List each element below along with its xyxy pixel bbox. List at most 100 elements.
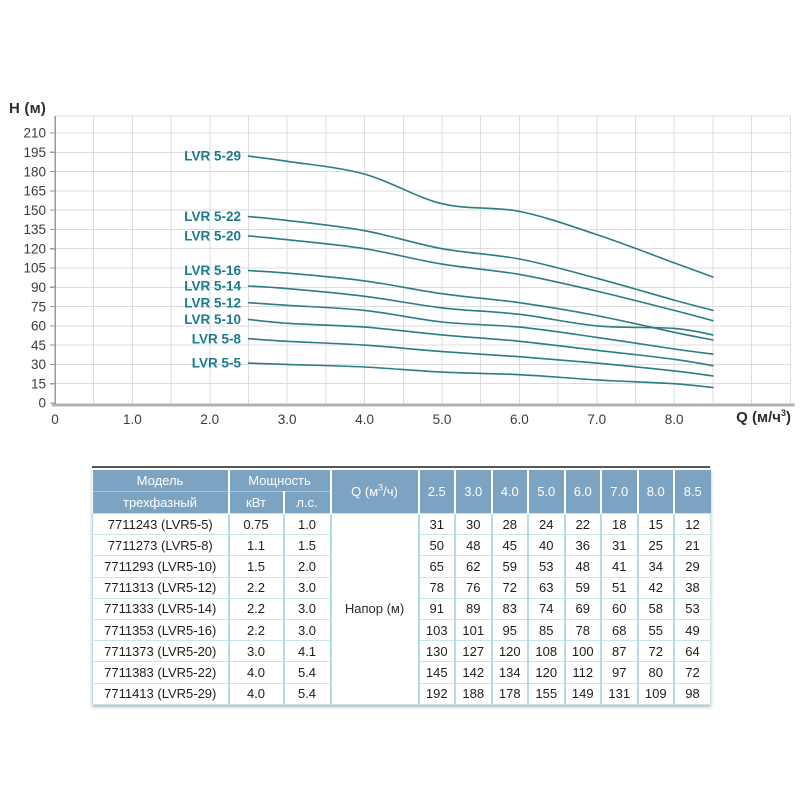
col-header-q: Q (м3/ч) bbox=[329, 470, 419, 514]
head-value-cell: 127 bbox=[454, 640, 493, 663]
power-kw-cell: 1.5 bbox=[227, 555, 284, 578]
head-value-cell: 95 bbox=[490, 618, 529, 642]
head-value-cell: 64 bbox=[673, 640, 712, 663]
head-value-cell: 41 bbox=[600, 555, 639, 578]
x-tick-label: 4.0 bbox=[355, 412, 374, 427]
curve-label-lvr-5-8: LVR 5-8 bbox=[192, 331, 242, 346]
model-cell: 7711243 (LVR5-5) bbox=[92, 512, 229, 536]
curve-lvr-5-8 bbox=[247, 337, 714, 377]
x-tick-label: 5.0 bbox=[433, 412, 452, 427]
head-value-cell: 72 bbox=[636, 640, 675, 663]
power-kw-cell: 4.0 bbox=[227, 682, 284, 705]
power-kw-cell: 3.0 bbox=[227, 640, 284, 663]
head-value-cell: 108 bbox=[527, 640, 566, 663]
power-kw-cell: 2.2 bbox=[227, 576, 284, 599]
head-value-cell: 31 bbox=[600, 534, 639, 557]
curve-label-lvr-5-16: LVR 5-16 bbox=[184, 263, 241, 278]
head-value-cell: 155 bbox=[527, 682, 566, 705]
napor-cell: Напор (м) bbox=[329, 513, 420, 705]
head-value-cell: 29 bbox=[673, 555, 712, 578]
head-value-cell: 34 bbox=[636, 555, 675, 578]
x-tick-label: 6.0 bbox=[510, 412, 529, 427]
model-cell: 7711413 (LVR5-29) bbox=[92, 682, 229, 705]
head-value-cell: 15 bbox=[636, 512, 675, 536]
head-value-cell: 120 bbox=[527, 661, 566, 684]
curve-label-lvr-5-12: LVR 5-12 bbox=[184, 295, 241, 310]
table-header-row-1: Модель Мощность Q (м3/ч) 2.5 3.0 4.0 5.0 6.0 7.0… bbox=[92, 470, 711, 514]
head-value-cell: 188 bbox=[454, 682, 493, 705]
table-row: 7711313 (LVR5-12) 2.2 3.0 78 76 72 63 59 51 42 38 bbox=[92, 576, 712, 599]
curve-lvr-5-22 bbox=[247, 215, 714, 312]
power-kw-cell: 2.2 bbox=[227, 597, 284, 620]
table-row: 7711273 (LVR5-8) 1.1 1.5 50 48 45 40 36 31 25 21 bbox=[92, 534, 712, 557]
y-tick-label: 0 bbox=[38, 396, 46, 411]
curve-label-lvr-5-22: LVR 5-22 bbox=[184, 209, 241, 224]
head-value-cell: 48 bbox=[454, 534, 493, 557]
curve-lvr-5-16 bbox=[247, 269, 714, 341]
x-axis-title-close: ) bbox=[786, 409, 791, 426]
y-tick-label: 30 bbox=[31, 357, 46, 372]
x-axis-title-text: Q (м/ч bbox=[736, 409, 781, 426]
model-cell: 7711373 (LVR5-20) bbox=[92, 640, 229, 663]
curve-label-lvr-5-5: LVR 5-5 bbox=[192, 356, 242, 371]
head-value-cell: 59 bbox=[563, 576, 602, 599]
head-value-cell: 51 bbox=[600, 576, 639, 599]
curve-lvr-5-12 bbox=[247, 301, 714, 355]
curve-lvr-5-29 bbox=[247, 155, 714, 278]
curve-label-lvr-5-14: LVR 5-14 bbox=[184, 279, 241, 294]
curve-label-lvr-5-20: LVR 5-20 bbox=[184, 228, 241, 243]
head-value-cell: 83 bbox=[490, 597, 529, 620]
head-value-cell: 192 bbox=[417, 682, 456, 705]
power-hp-cell: 2.0 bbox=[282, 555, 332, 578]
head-value-cell: 76 bbox=[454, 576, 493, 599]
head-value-cell: 65 bbox=[417, 555, 456, 578]
model-cell: 7711333 (LVR5-14) bbox=[92, 597, 229, 620]
head-value-cell: 53 bbox=[527, 555, 566, 578]
power-hp-cell: 3.0 bbox=[282, 576, 332, 599]
head-value-cell: 85 bbox=[527, 618, 566, 642]
head-value-cell: 112 bbox=[563, 661, 602, 684]
head-value-cell: 178 bbox=[490, 682, 529, 705]
head-value-cell: 78 bbox=[417, 576, 456, 599]
head-value-cell: 63 bbox=[527, 576, 566, 599]
head-value-cell: 145 bbox=[417, 661, 456, 684]
col-header-model-sub: трехфазный bbox=[92, 491, 229, 514]
y-tick-label: 150 bbox=[23, 203, 46, 218]
head-value-cell: 142 bbox=[454, 661, 493, 684]
pump-spec-table-wrap: Модель Мощность Q (м3/ч) 2.5 3.0 4.0 5.0 6.0 7.0… bbox=[92, 466, 712, 705]
col-header-model: Модель bbox=[92, 470, 229, 492]
x-axis-title-sup: 3 bbox=[780, 408, 786, 418]
x-tick-label: 0 bbox=[51, 412, 59, 427]
head-value-cell: 55 bbox=[636, 618, 675, 642]
table-row: 7711243 (LVR5-5) 0.75 1.0 Напор (м) 31 30 28 24… bbox=[92, 512, 712, 705]
curve-lvr-5-5 bbox=[247, 362, 714, 389]
table-row: 7711353 (LVR5-16) 2.2 3.0 103 101 95 85 78 68 55 4… bbox=[92, 618, 712, 642]
head-value-cell: 74 bbox=[527, 597, 566, 620]
model-cell: 7711353 (LVR5-16) bbox=[92, 618, 229, 642]
head-value-cell: 131 bbox=[600, 682, 639, 705]
y-tick-label: 75 bbox=[31, 299, 46, 314]
y-tick-label: 90 bbox=[31, 280, 46, 295]
power-hp-cell: 1.5 bbox=[282, 534, 332, 557]
table-row: 7711383 (LVR5-22) 4.0 5.4 145 142 134 120 112 97… bbox=[92, 661, 712, 684]
model-cell: 7711383 (LVR5-22) bbox=[92, 661, 229, 684]
head-value-cell: 48 bbox=[563, 555, 602, 578]
col-header-flow-8.0: 8.0 bbox=[636, 470, 675, 514]
col-header-flow-7.0: 7.0 bbox=[600, 470, 638, 514]
head-value-cell: 58 bbox=[636, 597, 675, 620]
y-tick-label: 195 bbox=[23, 145, 46, 160]
head-value-cell: 40 bbox=[527, 534, 566, 557]
head-value-cell: 59 bbox=[490, 555, 529, 578]
y-tick-label: 120 bbox=[23, 241, 46, 256]
model-cell: 7711313 (LVR5-12) bbox=[92, 576, 229, 599]
power-kw-cell: 0.75 bbox=[227, 512, 284, 536]
col-header-kw: кВт bbox=[227, 491, 284, 514]
col-header-flow-2.5: 2.5 bbox=[417, 470, 456, 514]
head-value-cell: 62 bbox=[454, 555, 493, 578]
x-tick-label: 2.0 bbox=[200, 412, 219, 427]
head-value-cell: 87 bbox=[600, 640, 639, 663]
head-value-cell: 98 bbox=[673, 682, 712, 705]
head-value-cell: 78 bbox=[563, 618, 602, 642]
x-axis-title: Q (м/ч3) bbox=[736, 408, 791, 427]
